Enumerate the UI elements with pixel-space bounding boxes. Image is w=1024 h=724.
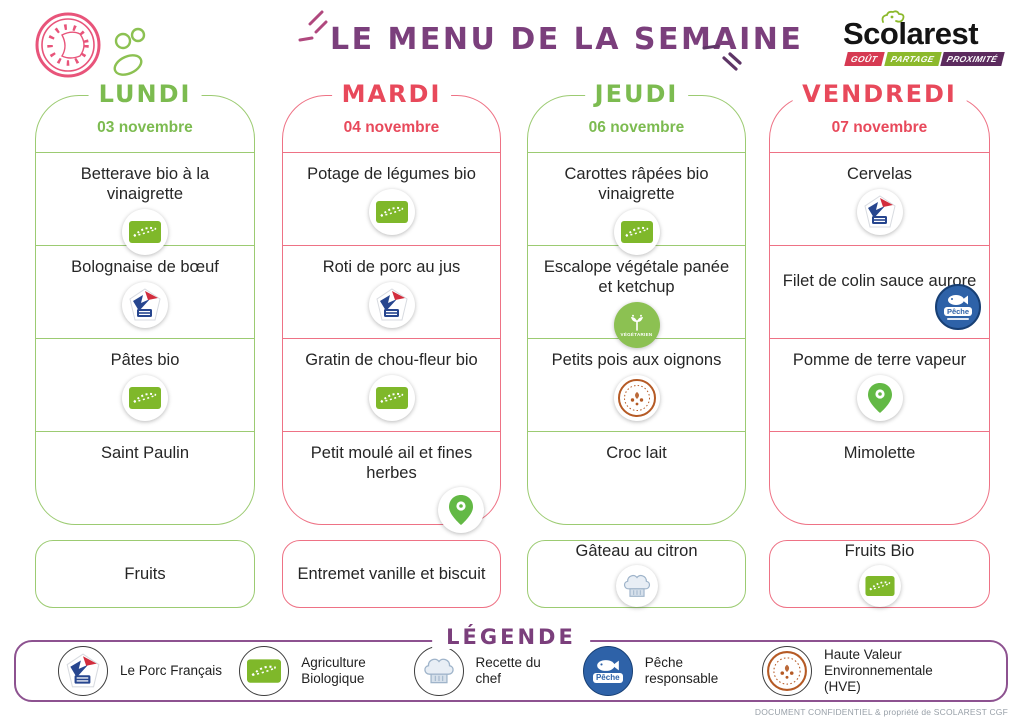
date-label: 04 novembre: [283, 96, 500, 153]
porc-francais-icon: [856, 189, 903, 236]
legend-item-chef: Recette du chef: [413, 646, 566, 696]
day-column-lundi: LUNDI 03 novembre Betterave bio à la vin…: [35, 80, 255, 608]
day-name-mardi: MARDI: [331, 80, 452, 108]
title-left-strokes-icon: [298, 10, 328, 42]
day-name-vendredi: VENDREDI: [792, 80, 967, 108]
dessert-card: Fruits Bio: [769, 540, 990, 608]
legend-item-porc: Le Porc Français: [58, 646, 222, 696]
bio-icon: [122, 209, 168, 256]
menu-item-row: Betterave bio à la vinaigrette: [36, 153, 254, 256]
chef-hat-icon: [615, 564, 658, 607]
date-label: 07 novembre: [770, 96, 989, 153]
menu-item-row: Gratin de chou-fleur bio: [283, 339, 500, 432]
local-pin-icon: [856, 375, 903, 422]
menu-item-row: Carottes râpées bio vinaigrette: [528, 153, 745, 256]
bio-icon: [122, 375, 168, 422]
day-card: 06 novembre Carottes râpées bio vinaigre…: [527, 95, 746, 525]
dessert-card: Fruits: [35, 540, 255, 608]
day-card: 03 novembre Betterave bio à la vinaigret…: [35, 95, 255, 525]
bio-icon: [613, 209, 660, 256]
day-column-mardi: MARDI 04 novembre Potage de légumes bio …: [282, 80, 501, 608]
dessert-card: Gâteau au citron: [527, 540, 746, 608]
porc-francais-icon: [58, 646, 108, 696]
porc-francais-icon: [122, 282, 168, 329]
brand-name: Scolarest: [843, 10, 1013, 49]
confidential-notice: DOCUMENT CONFIDENTIEL & propriété de SCO…: [754, 707, 1008, 717]
legend-item-hve: Haute Valeur Environnementale (HVE): [761, 646, 964, 696]
fish-icon: Pêche: [582, 646, 633, 696]
brand-tag-gout: GOÛT: [844, 52, 885, 66]
menu-item-row: Potage de légumes bio: [283, 153, 500, 246]
bio-icon: [858, 564, 901, 607]
legend-title: LÉGENDE: [432, 625, 590, 649]
legend-panel: LÉGENDE Le Porc Français Agriculture Bio…: [14, 625, 1008, 702]
menu-item-row: Mimolette: [843, 444, 916, 462]
brand-leaf-doodle-icon: [881, 10, 905, 23]
brand-tag-proximite: PROXIMITÉ: [940, 52, 1006, 66]
menu-item-row: Cervelas: [770, 153, 989, 246]
page-title: LE MENU DE LA SEMAINE: [330, 22, 804, 57]
date-label: 03 novembre: [36, 96, 254, 153]
menu-item-row: Saint Paulin: [100, 444, 190, 462]
menu-item-row: Pomme de terre vapeur: [770, 339, 989, 432]
dessert-card: Entremet vanille et biscuit: [282, 540, 501, 608]
chef-hat-icon: [413, 646, 464, 696]
peche-responsable-icon: Pêche: [935, 284, 981, 330]
day-card: 04 novembre Potage de légumes bio Roti d…: [282, 95, 501, 533]
hve-seal-icon: [761, 646, 812, 696]
porc-francais-icon: [368, 282, 415, 329]
brand-tag-partage: PARTAGE: [883, 52, 942, 66]
menu-item-row: Roti de porc au jus: [283, 246, 500, 339]
scolarest-logo: Scolarest GOÛT PARTAGE PROXIMITÉ: [843, 10, 1013, 66]
menu-item-row: Escalope végétale panée et ketchup VÉGÉT…: [528, 246, 745, 349]
vegetarien-icon: VÉGÉTARIEN: [613, 302, 660, 349]
bio-icon: [368, 189, 415, 236]
menu-item-row: Bolognaise de bœuf: [36, 246, 254, 339]
date-label: 06 novembre: [528, 96, 745, 153]
day-name-lundi: LUNDI: [88, 80, 202, 108]
legend-item-peche: Pêche Pêche responsable: [582, 646, 745, 696]
legend-item-bio: Agriculture Biologique: [239, 646, 396, 696]
day-card: 07 novembre Cervelas Filet de colin sauc…: [769, 95, 990, 525]
day-column-vendredi: VENDREDI 07 novembre Cervelas Filet de c…: [769, 80, 990, 608]
hve-seal-icon: [613, 375, 660, 422]
day-column-jeudi: JEUDI 06 novembre Carottes râpées bio vi…: [527, 80, 746, 608]
tomato-doodle-icon: [35, 12, 146, 78]
local-pin-icon: [438, 487, 484, 533]
menu-item-row: Petit moulé ail et fines herbes: [283, 432, 500, 533]
menu-item-row: Petits pois aux oignons: [528, 339, 745, 432]
menu-item-row: Croc lait: [606, 444, 667, 462]
menu-item-row: Filet de colin sauce aurore Pêche: [770, 246, 989, 339]
title-right-strokes-icon: [702, 44, 742, 71]
menu-item-row: Pâtes bio: [36, 339, 254, 432]
bio-icon: [368, 375, 415, 422]
bio-icon: [239, 646, 290, 696]
day-name-jeudi: JEUDI: [584, 80, 689, 108]
